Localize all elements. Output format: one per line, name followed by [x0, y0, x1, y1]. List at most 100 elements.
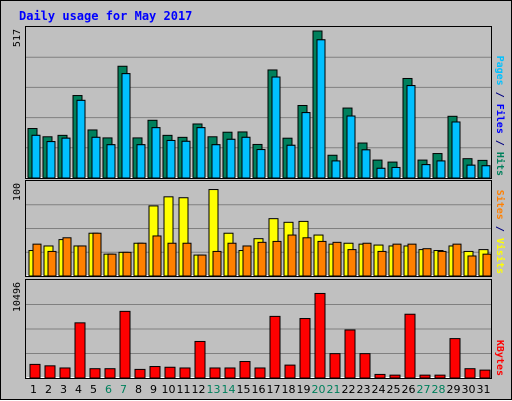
- series-axis-label-part: /: [494, 220, 505, 238]
- y-max-label: 10496: [12, 282, 23, 312]
- x-tick-label-21: 21: [327, 383, 341, 396]
- bar-pages-31: [481, 165, 491, 179]
- x-tick-label-31: 31: [477, 383, 491, 396]
- bar-pages-6: [106, 144, 116, 179]
- x-tick-label-15: 15: [237, 383, 251, 396]
- bar-kbytes-7: [119, 310, 131, 379]
- bar-kbytes-14: [224, 367, 236, 379]
- bar-pages-16: [256, 149, 266, 179]
- bar-sites-21: [332, 241, 342, 277]
- panel-hits_files_pages: 517 Pages / Files / Hits: [12, 26, 506, 179]
- bar-pages-22: [346, 115, 356, 179]
- series-axis-label-part: Visits: [494, 238, 506, 274]
- series-axis-label-part: Sites: [494, 190, 506, 220]
- x-tick-label-9: 9: [150, 383, 157, 396]
- bar-kbytes-10: [164, 366, 176, 379]
- bar-pages-5: [91, 136, 101, 179]
- bar-pages-25: [391, 166, 401, 179]
- bar-sites-7: [122, 251, 132, 277]
- bar-sites-26: [407, 243, 417, 277]
- bar-sites-24: [377, 250, 387, 277]
- bar-kbytes-21: [329, 353, 341, 379]
- x-tick-label-11: 11: [177, 383, 191, 396]
- bar-pages-28: [436, 160, 446, 179]
- bar-sites-18: [287, 234, 297, 277]
- bar-sites-4: [77, 245, 87, 277]
- bar-sites-14: [227, 242, 237, 277]
- bar-pages-30: [466, 164, 476, 179]
- x-tick-label-22: 22: [342, 383, 356, 396]
- bar-kbytes-12: [194, 340, 206, 379]
- series-axis-label-part: /: [494, 134, 505, 152]
- bar-pages-12: [196, 127, 206, 179]
- bar-kbytes-24: [374, 373, 386, 379]
- bar-kbytes-16: [254, 367, 266, 379]
- x-tick-label-14: 14: [222, 383, 236, 396]
- bar-kbytes-17: [269, 315, 281, 379]
- bar-kbytes-18: [284, 364, 296, 379]
- bar-pages-17: [271, 76, 281, 179]
- bar-kbytes-29: [449, 338, 461, 379]
- bar-sites-9: [152, 235, 162, 277]
- bar-sites-11: [182, 242, 192, 277]
- panel-kbytes: 10496 KBytes: [12, 279, 505, 379]
- bar-sites-2: [47, 250, 57, 277]
- bar-pages-18: [286, 144, 296, 179]
- x-tick-label-1: 1: [30, 383, 37, 396]
- bar-kbytes-26: [404, 313, 416, 379]
- bar-kbytes-9: [149, 366, 161, 379]
- series-axis-label-part: Hits: [494, 152, 506, 176]
- bar-kbytes-23: [359, 353, 371, 379]
- x-tick-label-24: 24: [372, 383, 386, 396]
- bar-pages-15: [241, 136, 251, 179]
- x-tick-label-13: 13: [207, 383, 221, 396]
- bar-pages-4: [76, 99, 86, 179]
- x-tick-label-4: 4: [75, 383, 82, 396]
- x-tick-label-17: 17: [267, 383, 281, 396]
- bar-pages-27: [421, 164, 431, 179]
- bar-kbytes-27: [419, 374, 431, 379]
- bar-kbytes-31: [479, 369, 491, 379]
- bar-kbytes-8: [134, 368, 146, 379]
- x-tick-label-23: 23: [357, 383, 371, 396]
- bar-kbytes-28: [434, 374, 446, 379]
- bar-kbytes-11: [179, 367, 191, 379]
- bar-sites-8: [137, 242, 147, 277]
- chart-title: Daily usage for May 2017: [19, 9, 192, 23]
- bar-kbytes-19: [299, 318, 311, 379]
- bar-kbytes-20: [314, 292, 326, 379]
- bar-sites-20: [317, 240, 327, 277]
- bar-kbytes-15: [239, 361, 251, 379]
- bar-kbytes-3: [59, 367, 71, 379]
- panel-visits_sites: 100 Sites / Visits: [12, 180, 506, 277]
- bar-sites-6: [107, 253, 117, 277]
- x-tick-label-3: 3: [60, 383, 67, 396]
- x-tick-label-28: 28: [432, 383, 446, 396]
- bar-pages-14: [226, 138, 236, 179]
- bar-kbytes-30: [464, 368, 476, 379]
- bar-sites-27: [422, 248, 432, 277]
- x-tick-label-16: 16: [252, 383, 266, 396]
- bar-sites-12: [197, 254, 207, 277]
- bar-sites-15: [242, 245, 252, 277]
- bar-pages-9: [151, 127, 161, 179]
- x-tick-label-12: 12: [192, 383, 206, 396]
- series-axis-label-part: Files: [494, 104, 506, 134]
- bar-pages-29: [451, 121, 461, 179]
- bar-sites-16: [257, 241, 267, 277]
- bar-sites-19: [302, 237, 312, 277]
- bar-kbytes-13: [209, 367, 221, 379]
- bar-kbytes-1: [29, 363, 41, 379]
- series-axis-label-part: KBytes: [494, 340, 505, 376]
- bar-sites-22: [347, 249, 357, 277]
- bar-sites-10: [167, 242, 177, 277]
- series-axis-label: Pages / Files / Hits: [494, 56, 506, 176]
- bar-pages-21: [331, 160, 341, 179]
- series-axis-label: Sites / Visits: [494, 190, 506, 274]
- bar-sites-29: [452, 243, 462, 277]
- x-tick-label-8: 8: [135, 383, 142, 396]
- bar-pages-7: [121, 73, 131, 179]
- bar-kbytes-6: [104, 368, 116, 379]
- x-tick-label-26: 26: [402, 383, 416, 396]
